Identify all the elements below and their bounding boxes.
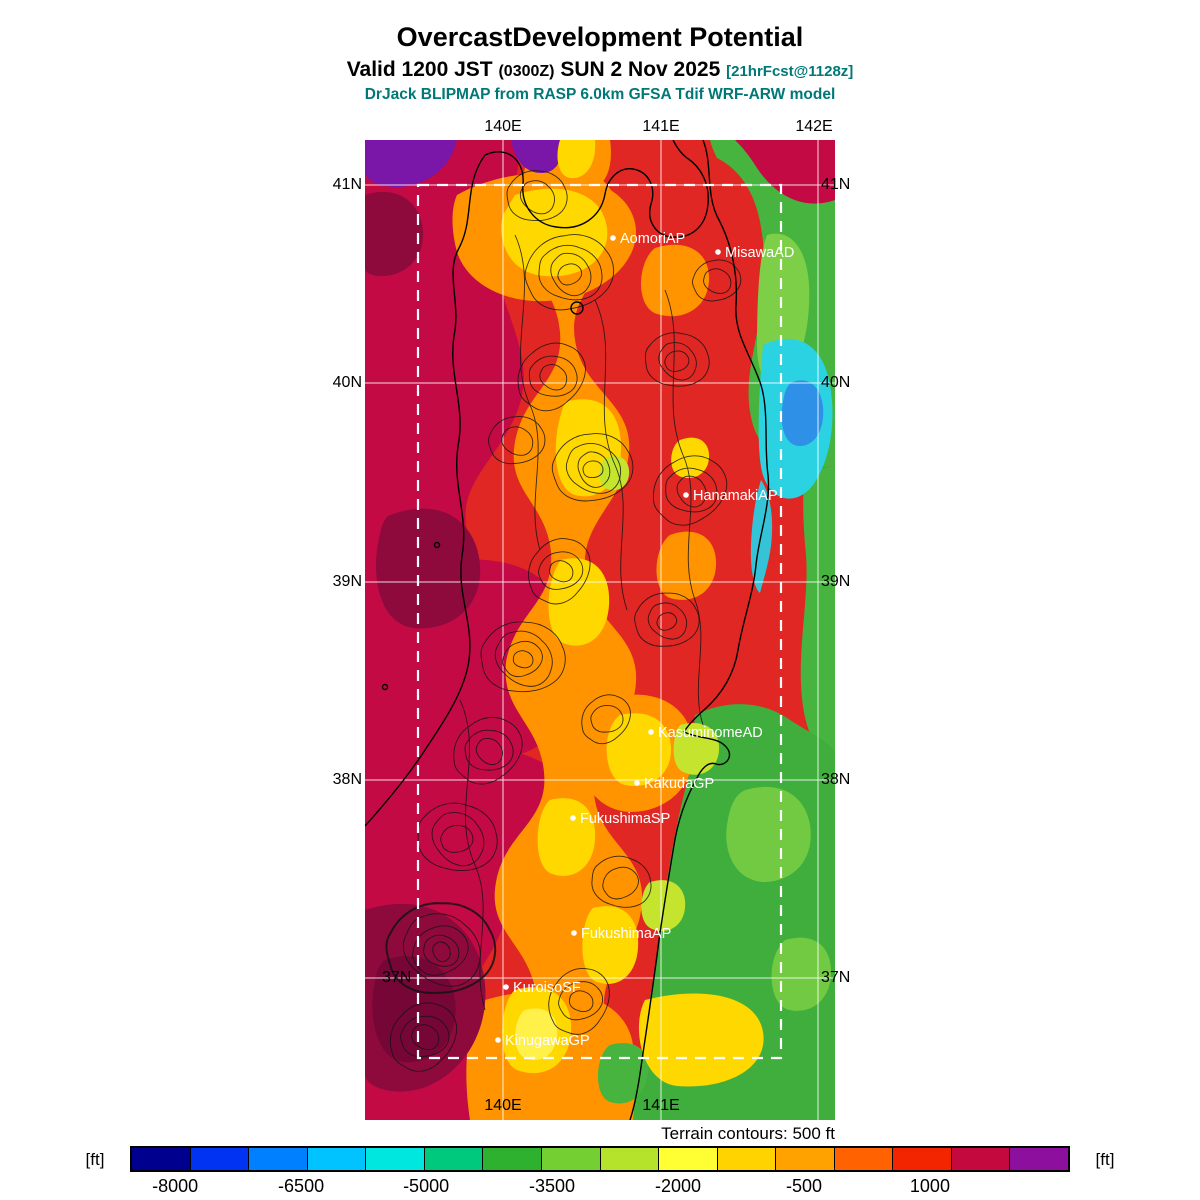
- station-dot: [634, 780, 640, 786]
- station-dot: [495, 1037, 501, 1043]
- lat-label-right: 39N: [821, 573, 851, 590]
- station-dot: [610, 235, 616, 241]
- colorbar-segment: [658, 1148, 717, 1170]
- colorbar-segment: [775, 1148, 834, 1170]
- colorbar-unit-left: [ft]: [85, 1150, 105, 1169]
- filled-contours: [365, 140, 835, 1120]
- colorbar-segment: [482, 1148, 541, 1170]
- lon-label-bottom: 141E: [642, 1097, 680, 1114]
- map-canvas: AomoriAP MisawaAD HanamakiAP KasuminomeAD Ka…: [365, 140, 835, 1120]
- colorbar-segment: [833, 1148, 893, 1170]
- station-label: KinugawaGP: [505, 1033, 590, 1049]
- colorbar-tick-label: -2000: [654, 1176, 702, 1196]
- colorbar-tick-label: -5000: [403, 1176, 450, 1196]
- colorbar-unit-right: [ft]: [1095, 1150, 1115, 1169]
- station-label: KasuminomeAD: [658, 725, 763, 741]
- station-dot: [715, 249, 721, 255]
- lat-label-right: 37N: [821, 969, 851, 986]
- page-title: OvercastDevelopment Potential: [396, 22, 804, 52]
- lat-label-left: 41N: [332, 176, 362, 193]
- station-label: MisawaAD: [725, 245, 794, 261]
- terrain-contours: [374, 159, 745, 1082]
- lat-label-right: 41N: [821, 176, 851, 193]
- station-dot: [683, 492, 689, 498]
- valid-line: Valid 1200 JST (0300Z) SUN 2 Nov 2025 [2…: [0, 58, 1200, 82]
- station-marker: KinugawaGP: [495, 1033, 590, 1049]
- station-label: KakudaGP: [644, 776, 714, 792]
- lon-label-top: 141E: [642, 118, 680, 135]
- lon-label-bottom: 140E: [484, 1097, 522, 1114]
- colorbar-tick-label: -6500: [278, 1176, 325, 1196]
- station-dot: [648, 729, 654, 735]
- valid-zulu: (0300Z): [498, 63, 555, 80]
- lat-label-left: 39N: [332, 573, 362, 590]
- terrain-note: Terrain contours: 500 ft: [661, 1124, 835, 1143]
- station-dot: [570, 815, 576, 821]
- station-marker: FukushimaSP: [570, 811, 670, 827]
- valid-prefix: Valid 1200 JST: [346, 58, 493, 81]
- colorbar-segment: [248, 1148, 307, 1170]
- domain-boundary: [416, 183, 783, 1060]
- colorbar-segment: [132, 1148, 190, 1170]
- lat-label-right: 38N: [821, 771, 851, 788]
- stations-layer: AomoriAP MisawaAD HanamakiAP KasuminomeAD Ka…: [495, 231, 794, 1049]
- station-marker: KuroisoSF: [503, 980, 581, 996]
- station-marker: KasuminomeAD: [648, 725, 763, 741]
- colorbar-segment: [892, 1148, 951, 1170]
- station-label: AomoriAP: [620, 231, 685, 247]
- colorbar-segment: [189, 1148, 249, 1170]
- station-marker: KakudaGP: [634, 776, 714, 792]
- colorbar-segment: [306, 1148, 366, 1170]
- coastline: [365, 140, 770, 1120]
- lat-label-right: 40N: [821, 374, 851, 391]
- lat-label-left: 40N: [332, 374, 362, 391]
- lat-label-left: 38N: [332, 771, 362, 788]
- valid-date: SUN 2 Nov 2025: [560, 58, 721, 81]
- station-dot: [503, 984, 509, 990]
- station-label: HanamakiAP: [693, 488, 778, 504]
- colorbar-tick-label: 1000: [909, 1176, 950, 1196]
- station-marker: MisawaAD: [715, 245, 794, 261]
- colorbar-segment: [540, 1148, 600, 1170]
- station-marker: AomoriAP: [610, 231, 685, 247]
- station-label: FukushimaAP: [581, 926, 671, 942]
- colorbar-segment: [1009, 1148, 1068, 1170]
- colorbar: [130, 1146, 1070, 1172]
- colorbar-segment: [950, 1148, 1010, 1170]
- forecast-tag: [21hrFcst@1128z]: [726, 63, 854, 80]
- colorbar-segment: [365, 1148, 424, 1170]
- colorbar-tick-label: -8000: [152, 1176, 199, 1196]
- colorbar-tick-label: -500: [785, 1176, 822, 1196]
- lon-label-top: 142E: [795, 118, 833, 135]
- colorbar-segment: [599, 1148, 659, 1170]
- lon-label-top: 140E: [484, 118, 522, 135]
- colorbar-segment: [423, 1148, 483, 1170]
- lat-label-left: 37N: [382, 969, 412, 986]
- station-marker: HanamakiAP: [683, 488, 778, 504]
- map-svg: AomoriAP MisawaAD HanamakiAP KasuminomeAD Ka…: [365, 140, 835, 1120]
- model-line: DrJack BLIPMAP from RASP 6.0km GFSA Tdif…: [364, 86, 836, 103]
- colorbar-segment: [716, 1148, 776, 1170]
- station-marker: FukushimaAP: [571, 926, 671, 942]
- station-label: KuroisoSF: [513, 980, 581, 996]
- colorbar-tick-label: -3500: [529, 1176, 576, 1196]
- station-label: FukushimaSP: [580, 811, 670, 827]
- station-dot: [571, 930, 577, 936]
